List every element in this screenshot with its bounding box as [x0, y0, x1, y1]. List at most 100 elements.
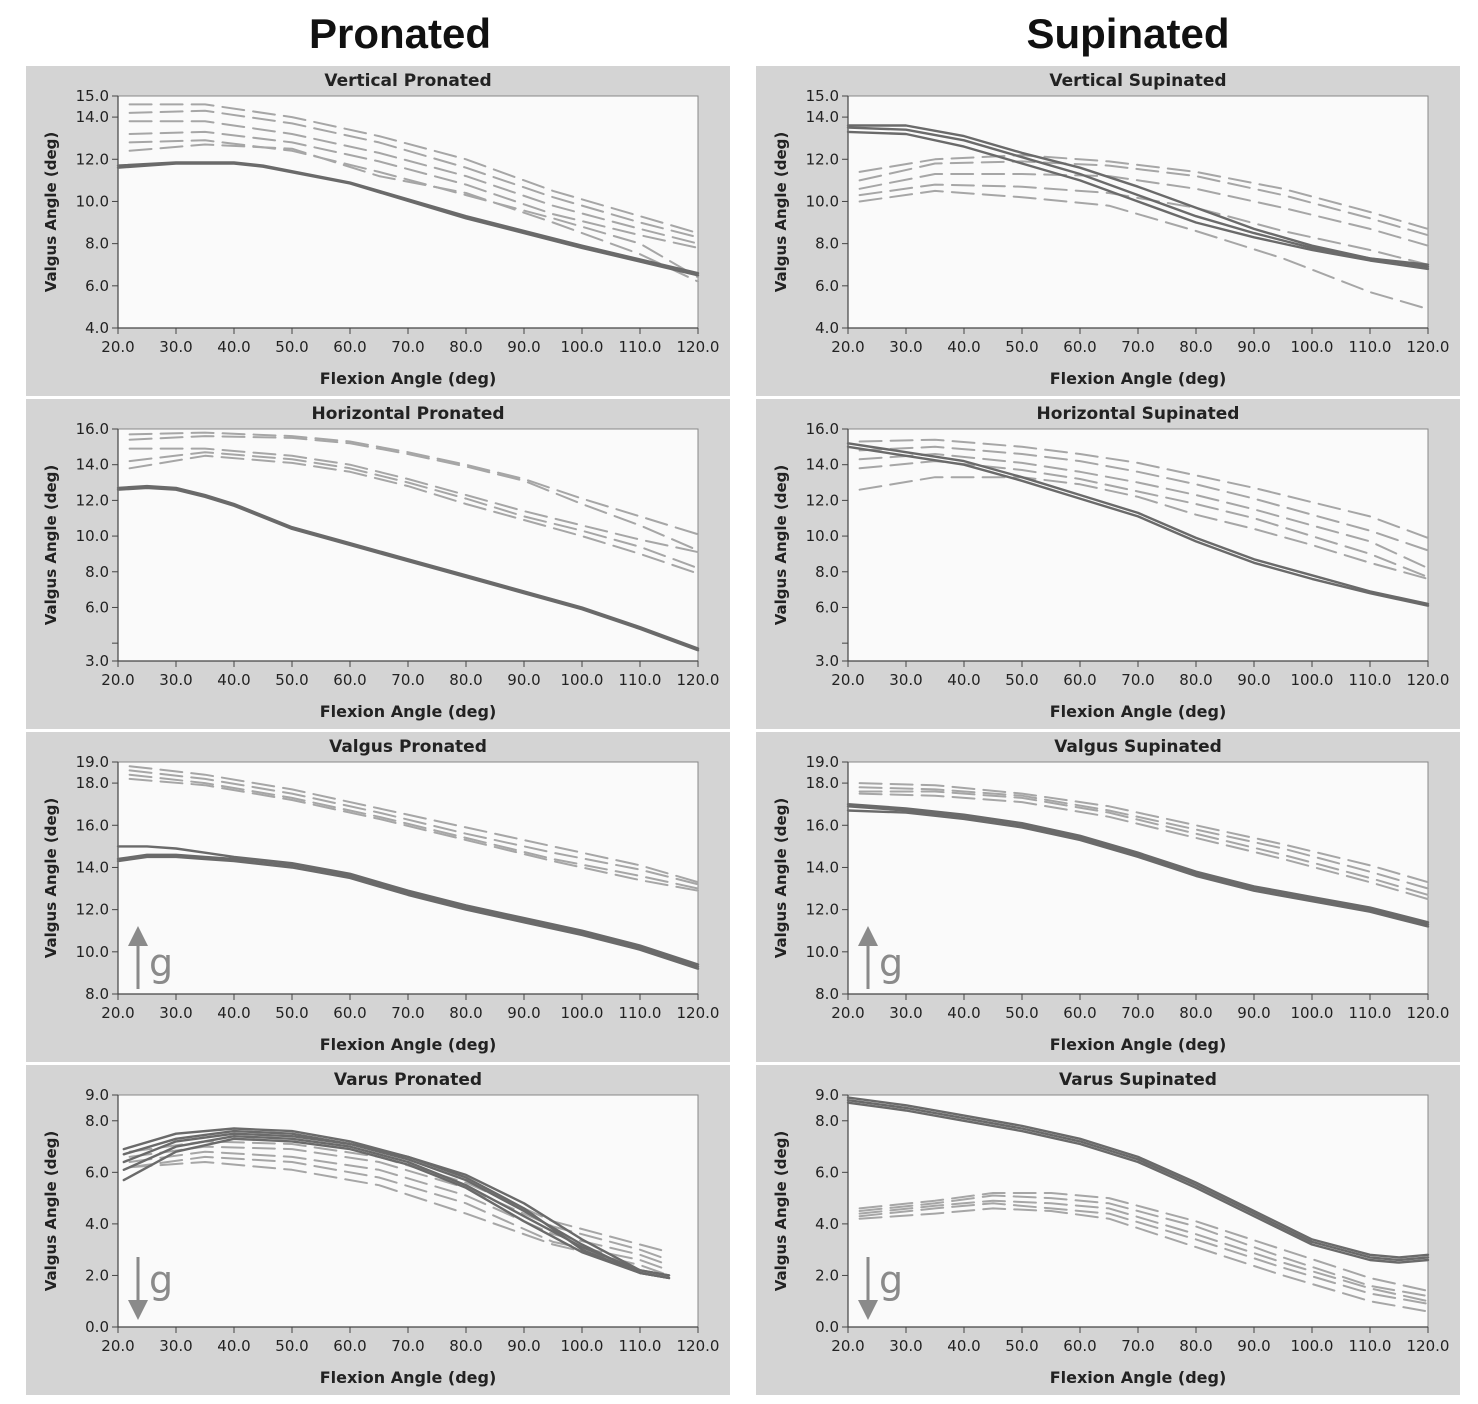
chart-vertical-supinated-y-tick-label: 12.0	[806, 150, 839, 168]
chart-horizontal-pronated-plot-area	[117, 428, 699, 662]
chart-horizontal-pronated-y-tick-label: 16.0	[76, 420, 109, 438]
chart-valgus-supinated-x-tick-label: 20.0	[831, 1004, 864, 1022]
chart-horizontal-pronated-series-dashed-4	[128, 451, 699, 570]
chart-varus-pronated-series-dashed-2	[128, 1145, 670, 1261]
chart-varus-pronated-gravity-down-arrow-icon	[128, 1257, 148, 1320]
chart-valgus-pronated-plot-area	[117, 761, 699, 995]
chart-horizontal-supinated-y-tick-label: 16.0	[806, 420, 839, 438]
chart-horizontal-supinated-x-tick-label: 120.0	[1407, 671, 1450, 689]
chart-varus-supinated-x-tick-label: 70.0	[1121, 1337, 1154, 1355]
chart-varus-pronated-x-tick-label: 110.0	[619, 1337, 662, 1355]
chart-horizontal-pronated-x-tick-label: 100.0	[561, 671, 604, 689]
chart-horizontal-pronated-x-tick-label: 60.0	[333, 671, 366, 689]
chart-varus-pronated-series-dashed-3	[128, 1150, 670, 1267]
chart-vertical-pronated-series-dashed-1	[128, 103, 699, 235]
chart-valgus-supinated-series-dashed-3	[858, 790, 1429, 896]
chart-valgus-pronated-series-dashed-2	[128, 769, 699, 886]
chart-horizontal-supinated-y-tick-label: 8.0	[815, 563, 839, 581]
chart-vertical-pronated-series-solid-2	[116, 162, 700, 277]
chart-varus-supinated-x-tick-label: 40.0	[947, 1337, 980, 1355]
chart-horizontal-pronated-series-dashed-5	[128, 454, 699, 575]
chart-valgus-supinated-series-dashed-2	[858, 786, 1429, 890]
chart-vertical-pronated-y-tick-label: 4.0	[85, 319, 109, 337]
panel-vertical-pronated: Vertical Pronated 20.0 30.0 40.0 50.0 60.0 70.…	[26, 66, 730, 396]
chart-horizontal-pronated-x-tick-label: 120.0	[677, 671, 720, 689]
chart-vertical-supinated-series-dashed-1	[858, 154, 1429, 230]
chart-valgus-supinated-x-tick-label: 120.0	[1407, 1004, 1450, 1022]
chart-varus-supinated: Varus Supinated 20.0 30.0 40.0 50.0 60.0 70.0 8…	[772, 1070, 1450, 1387]
chart-horizontal-pronated-x-tick-label: 110.0	[619, 671, 662, 689]
chart-valgus-supinated-y-axis-label: Valgus Angle (deg)	[772, 798, 790, 959]
chart-horizontal-supinated-y-tick-label: 14.0	[806, 456, 839, 474]
chart-varus-pronated-x-tick-label: 80.0	[449, 1337, 482, 1355]
chart-varus-supinated-y-tick-label: 4.0	[815, 1215, 839, 1233]
chart-vertical-supinated-series-dashed-5	[858, 189, 1429, 310]
chart-horizontal-supinated-series-dashed-2	[858, 445, 1429, 552]
chart-horizontal-supinated-x-tick-label: 40.0	[947, 671, 980, 689]
chart-valgus-supinated-y-tick-label: 19.0	[806, 753, 839, 771]
chart-valgus-pronated-series-solid-2	[116, 853, 700, 968]
chart-valgus-pronated-gravity-label: g	[149, 941, 173, 985]
chart-valgus-pronated-y-tick-label: 10.0	[76, 943, 109, 961]
chart-varus-pronated-x-axis-label: Flexion Angle (deg)	[320, 1368, 497, 1387]
chart-vertical-supinated-y-tick-label: 6.0	[815, 277, 839, 295]
chart-vertical-pronated-plot-area	[117, 95, 699, 329]
chart-horizontal-pronated-y-tick-label: 10.0	[76, 527, 109, 545]
chart-varus-pronated-y-axis-label: Valgus Angle (deg)	[42, 1131, 60, 1292]
chart-vertical-pronated-x-tick-label: 50.0	[275, 338, 308, 356]
chart-horizontal-supinated-x-tick-label: 60.0	[1063, 671, 1096, 689]
chart-vertical-pronated-y-tick-label: 15.0	[76, 87, 109, 105]
chart-valgus-pronated-x-tick-label: 120.0	[677, 1004, 720, 1022]
chart-valgus-supinated-x-tick-label: 110.0	[1349, 1004, 1392, 1022]
chart-valgus-supinated-series-solid-1	[846, 803, 1430, 924]
chart-horizontal-pronated-y-axis-label: Valgus Angle (deg)	[42, 465, 60, 626]
chart-valgus-pronated-series-solid-3	[116, 855, 700, 970]
chart-varus-pronated-x-tick-label: 120.0	[677, 1337, 720, 1355]
chart-horizontal-supinated-x-tick-label: 70.0	[1121, 671, 1154, 689]
chart-valgus-supinated-series-solid-3	[846, 809, 1430, 928]
chart-varus-supinated-y-axis-label: Valgus Angle (deg)	[772, 1131, 790, 1292]
chart-horizontal-supinated-x-tick-label: 80.0	[1179, 671, 1212, 689]
chart-varus-supinated-y-tick-label: 8.0	[815, 1112, 839, 1130]
chart-varus-pronated-x-tick-label: 30.0	[159, 1337, 192, 1355]
chart-valgus-pronated-y-axis-label: Valgus Angle (deg)	[42, 798, 60, 959]
chart-valgus-pronated-gravity-up-arrow-icon	[128, 926, 148, 989]
chart-varus-supinated-x-tick-label: 120.0	[1407, 1337, 1450, 1355]
chart-valgus-pronated-y-tick-label: 16.0	[76, 816, 109, 834]
chart-vertical-pronated-y-tick-label: 6.0	[85, 277, 109, 295]
chart-varus-supinated-series-dashed-1	[858, 1192, 1429, 1292]
chart-varus-supinated-x-tick-label: 90.0	[1237, 1337, 1270, 1355]
chart-valgus-pronated-y-tick-label: 12.0	[76, 901, 109, 919]
chart-horizontal-pronated-x-tick-label: 90.0	[507, 671, 540, 689]
chart-horizontal-supinated-x-tick-label: 20.0	[831, 671, 864, 689]
chart-horizontal-supinated-x-tick-label: 50.0	[1005, 671, 1038, 689]
chart-horizontal-supinated-x-tick-label: 100.0	[1291, 671, 1334, 689]
chart-vertical-pronated-title: Vertical Pronated	[324, 71, 491, 91]
chart-valgus-supinated-x-tick-label: 90.0	[1237, 1004, 1270, 1022]
chart-vertical-supinated-series-dashed-3	[858, 173, 1429, 247]
chart-vertical-supinated-x-tick-label: 40.0	[947, 338, 980, 356]
chart-vertical-supinated-x-tick-label: 50.0	[1005, 338, 1038, 356]
chart-vertical-pronated-x-tick-label: 100.0	[561, 338, 604, 356]
chart-varus-pronated: Varus Pronated 20.0 30.0 40.0 50.0 60.0 70.0 80…	[42, 1070, 720, 1387]
chart-varus-supinated-series-dashed-3	[858, 1199, 1429, 1303]
chart-valgus-supinated-x-tick-label: 100.0	[1291, 1004, 1334, 1022]
panel-valgus-supinated: Valgus Supinated 20.0 30.0 40.0 50.0 60.0 70.0…	[756, 732, 1460, 1062]
chart-valgus-supinated-y-tick-label: 18.0	[806, 774, 839, 792]
chart-horizontal-supinated-y-axis-label: Valgus Angle (deg)	[772, 465, 790, 626]
chart-vertical-pronated-x-tick-label: 30.0	[159, 338, 192, 356]
chart-vertical-pronated-x-tick-label: 40.0	[217, 338, 250, 356]
chart-horizontal-pronated-x-tick-label: 20.0	[101, 671, 134, 689]
chart-varus-pronated-series-solid-2	[122, 1129, 671, 1277]
chart-valgus-supinated-x-tick-label: 40.0	[947, 1004, 980, 1022]
chart-varus-supinated-x-tick-label: 50.0	[1005, 1337, 1038, 1355]
chart-vertical-pronated-series-dashed-2	[128, 109, 699, 239]
chart-vertical-pronated-y-tick-label: 10.0	[76, 192, 109, 210]
chart-vertical-supinated-y-tick-label: 14.0	[806, 108, 839, 126]
chart-valgus-pronated-x-tick-label: 80.0	[449, 1004, 482, 1022]
chart-valgus-pronated-x-tick-label: 40.0	[217, 1004, 250, 1022]
chart-horizontal-supinated-y-tick-label: 10.0	[806, 527, 839, 545]
chart-vertical-supinated-series-solid-2	[846, 126, 1430, 266]
chart-horizontal-supinated-x-tick-label: 30.0	[889, 671, 922, 689]
chart-vertical-supinated-x-tick-label: 120.0	[1407, 338, 1450, 356]
